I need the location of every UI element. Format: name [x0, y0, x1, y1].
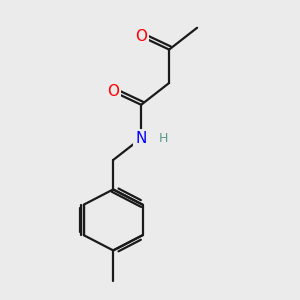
- Text: H: H: [159, 132, 168, 145]
- Text: N: N: [136, 131, 147, 146]
- Text: O: O: [107, 84, 119, 99]
- Text: O: O: [135, 29, 147, 44]
